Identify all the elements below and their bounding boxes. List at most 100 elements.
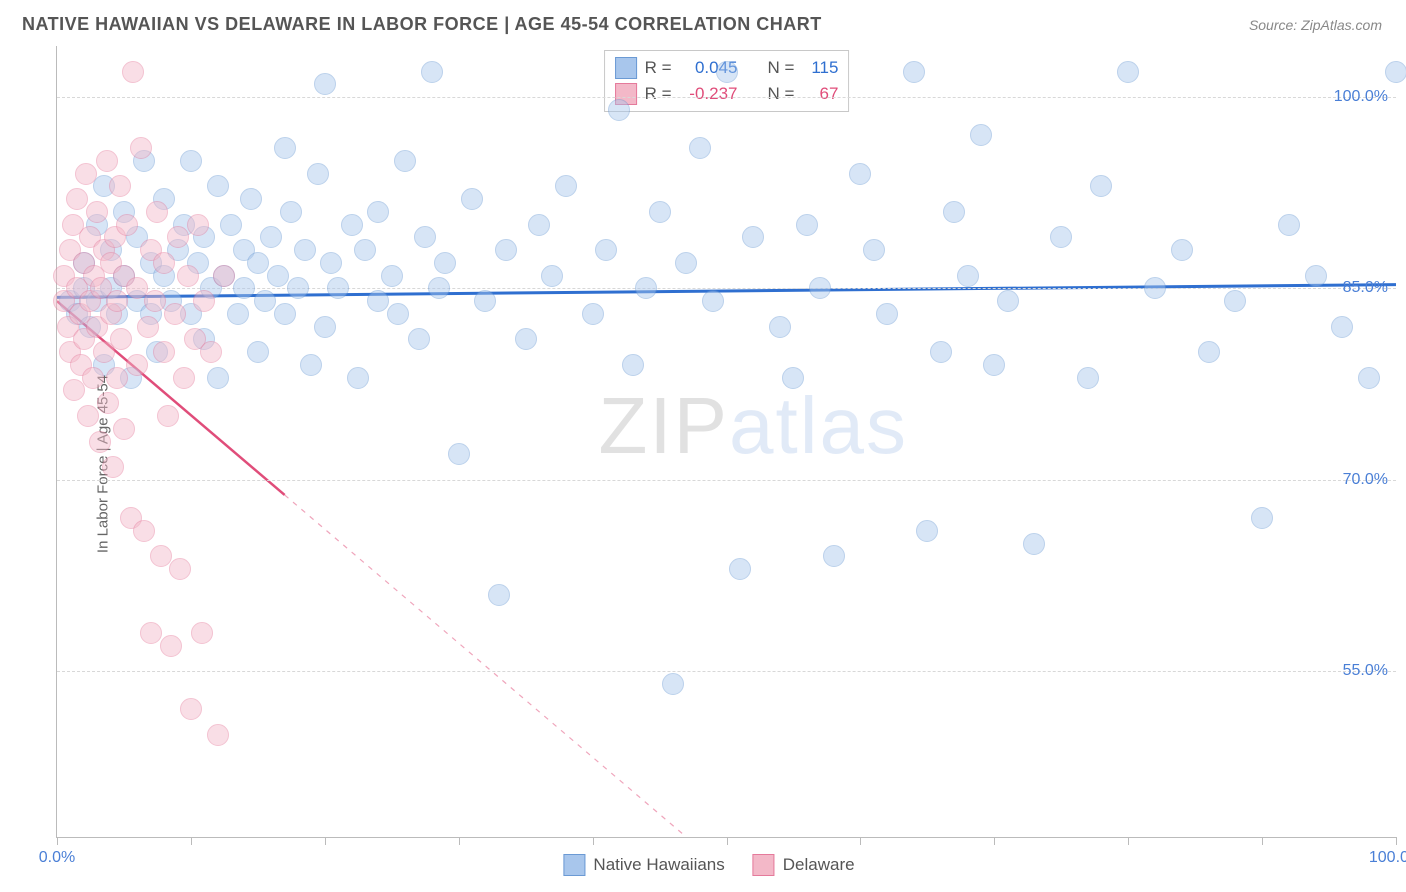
scatter-point	[153, 341, 175, 363]
scatter-point	[137, 316, 159, 338]
x-tick	[57, 837, 58, 845]
scatter-point	[1077, 367, 1099, 389]
scatter-point	[782, 367, 804, 389]
scatter-point	[916, 520, 938, 542]
r-label: R =	[645, 84, 672, 104]
legend-label: Delaware	[783, 855, 855, 875]
scatter-point	[96, 150, 118, 172]
scatter-point	[116, 214, 138, 236]
scatter-point	[140, 622, 162, 644]
scatter-point	[200, 341, 222, 363]
scatter-point	[97, 392, 119, 414]
scatter-point	[1251, 507, 1273, 529]
r-value: -0.237	[680, 84, 738, 104]
scatter-point	[515, 328, 537, 350]
scatter-point	[1144, 277, 1166, 299]
scatter-point	[394, 150, 416, 172]
scatter-point	[595, 239, 617, 261]
scatter-point	[341, 214, 363, 236]
scatter-point	[903, 61, 925, 83]
scatter-point	[126, 354, 148, 376]
scatter-point	[180, 150, 202, 172]
chart-title: NATIVE HAWAIIAN VS DELAWARE IN LABOR FOR…	[22, 14, 822, 35]
scatter-point	[1305, 265, 1327, 287]
scatter-point	[274, 303, 296, 325]
scatter-point	[187, 214, 209, 236]
scatter-point	[167, 226, 189, 248]
scatter-point	[983, 354, 1005, 376]
x-tick	[1396, 837, 1397, 845]
scatter-point	[608, 99, 630, 121]
scatter-point	[528, 214, 550, 236]
scatter-point	[970, 124, 992, 146]
scatter-point	[997, 290, 1019, 312]
scatter-point	[82, 367, 104, 389]
scatter-point	[307, 163, 329, 185]
scatter-point	[1331, 316, 1353, 338]
scatter-point	[1224, 290, 1246, 312]
scatter-point	[1278, 214, 1300, 236]
scatter-point	[130, 137, 152, 159]
scatter-point	[461, 188, 483, 210]
scatter-point	[582, 303, 604, 325]
scatter-point	[110, 328, 132, 350]
scatter-point	[716, 61, 738, 83]
scatter-point	[1385, 61, 1406, 83]
legend-swatch	[753, 854, 775, 876]
scatter-point	[280, 201, 302, 223]
scatter-point	[381, 265, 403, 287]
scatter-point	[207, 175, 229, 197]
scatter-point	[689, 137, 711, 159]
scatter-point	[327, 277, 349, 299]
scatter-point	[387, 303, 409, 325]
n-label: N =	[768, 84, 795, 104]
scatter-point	[367, 290, 389, 312]
scatter-point	[220, 214, 242, 236]
scatter-point	[160, 635, 182, 657]
trend-lines	[57, 46, 1396, 837]
scatter-point	[1198, 341, 1220, 363]
scatter-point	[742, 226, 764, 248]
x-tick	[727, 837, 728, 845]
x-tick	[325, 837, 326, 845]
scatter-point	[675, 252, 697, 274]
legend-swatch	[563, 854, 585, 876]
scatter-point	[314, 316, 336, 338]
scatter-point	[247, 252, 269, 274]
scatter-point	[320, 252, 342, 274]
scatter-point	[823, 545, 845, 567]
scatter-point	[227, 303, 249, 325]
scatter-point	[240, 188, 262, 210]
scatter-point	[314, 73, 336, 95]
x-tick	[994, 837, 995, 845]
scatter-point	[106, 367, 128, 389]
scatter-point	[474, 290, 496, 312]
scatter-point	[213, 265, 235, 287]
scatter-point	[144, 290, 166, 312]
legend-label: Native Hawaiians	[593, 855, 724, 875]
x-tick	[459, 837, 460, 845]
scatter-point	[247, 341, 269, 363]
scatter-point	[157, 405, 179, 427]
scatter-point	[957, 265, 979, 287]
x-tick	[191, 837, 192, 845]
y-tick-label: 100.0%	[1334, 88, 1388, 106]
scatter-point	[367, 201, 389, 223]
gridline	[57, 480, 1396, 481]
scatter-point	[300, 354, 322, 376]
scatter-point	[193, 290, 215, 312]
x-tick	[593, 837, 594, 845]
gridline	[57, 97, 1396, 98]
chart-container: In Labor Force | Age 45-54 ZIPatlas R =0…	[22, 46, 1396, 882]
scatter-point	[207, 724, 229, 746]
scatter-point	[421, 61, 443, 83]
x-tick-label: 100.0%	[1369, 849, 1406, 867]
scatter-point	[177, 265, 199, 287]
legend-swatch	[615, 57, 637, 79]
scatter-point	[1171, 239, 1193, 261]
scatter-point	[164, 303, 186, 325]
scatter-point	[287, 277, 309, 299]
scatter-point	[66, 188, 88, 210]
scatter-point	[448, 443, 470, 465]
scatter-point	[849, 163, 871, 185]
